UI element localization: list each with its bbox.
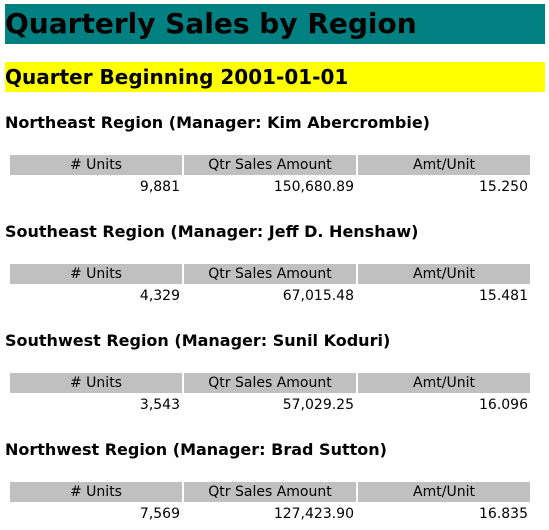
table-row: 7,569 127,423.90 16.835 [10, 504, 530, 524]
amount-per-unit-column-header: Amt/Unit [358, 373, 530, 393]
sales-amount-column-header: Qtr Sales Amount [184, 373, 356, 393]
region-metrics-table: # Units Qtr Sales Amount Amt/Unit 9,881 … [8, 153, 532, 199]
amount-per-unit-value: 15.250 [479, 179, 528, 195]
region-southwest: Southwest Region (Manager: Sunil Koduri)… [5, 327, 545, 419]
sales-amount-column-header: Qtr Sales Amount [184, 482, 356, 502]
region-metrics-table: # Units Qtr Sales Amount Amt/Unit 7,569 … [8, 480, 532, 526]
amount-per-unit-value: 15.481 [479, 288, 528, 304]
sales-amount-column-header: Qtr Sales Amount [184, 155, 356, 175]
units-column-header: # Units [10, 155, 182, 175]
table-row: 9,881 150,680.89 15.250 [10, 177, 530, 197]
region-title: Southeast Region (Manager: Jeff D. Hensh… [5, 222, 419, 241]
table-header-row: # Units Qtr Sales Amount Amt/Unit [10, 155, 530, 175]
sales-amount-value: 150,680.89 [273, 179, 354, 195]
region-northwest: Northwest Region (Manager: Brad Sutton) … [5, 436, 545, 528]
amount-per-unit-value: 16.835 [479, 506, 528, 522]
amount-per-unit-column-header: Amt/Unit [358, 264, 530, 284]
units-value: 4,329 [139, 288, 180, 304]
units-column-header: # Units [10, 264, 182, 284]
table-header-row: # Units Qtr Sales Amount Amt/Unit [10, 264, 530, 284]
table-row: 3,543 57,029.25 16.096 [10, 395, 530, 415]
sales-amount-column-header: Qtr Sales Amount [184, 264, 356, 284]
table-header-row: # Units Qtr Sales Amount Amt/Unit [10, 482, 530, 502]
amount-per-unit-value: 16.096 [479, 397, 528, 413]
quarter-heading: Quarter Beginning 2001-01-01 [5, 62, 545, 92]
region-southeast: Southeast Region (Manager: Jeff D. Hensh… [5, 218, 545, 310]
table-row: 4,329 67,015.48 15.481 [10, 286, 530, 306]
units-column-header: # Units [10, 482, 182, 502]
report-title: Quarterly Sales by Region [5, 4, 545, 44]
amount-per-unit-column-header: Amt/Unit [358, 155, 530, 175]
region-title: Northeast Region (Manager: Kim Abercromb… [5, 113, 430, 132]
region-title: Southwest Region (Manager: Sunil Koduri) [5, 331, 391, 350]
amount-per-unit-column-header: Amt/Unit [358, 482, 530, 502]
sales-amount-value: 57,029.25 [282, 397, 354, 413]
region-metrics-table: # Units Qtr Sales Amount Amt/Unit 4,329 … [8, 262, 532, 308]
units-value: 9,881 [139, 179, 180, 195]
units-column-header: # Units [10, 373, 182, 393]
region-title: Northwest Region (Manager: Brad Sutton) [5, 440, 387, 459]
region-northeast: Northeast Region (Manager: Kim Abercromb… [5, 109, 545, 201]
units-value: 3,543 [139, 397, 180, 413]
table-header-row: # Units Qtr Sales Amount Amt/Unit [10, 373, 530, 393]
sales-amount-value: 127,423.90 [273, 506, 354, 522]
sales-amount-value: 67,015.48 [282, 288, 354, 304]
region-metrics-table: # Units Qtr Sales Amount Amt/Unit 3,543 … [8, 371, 532, 417]
units-value: 7,569 [139, 506, 180, 522]
